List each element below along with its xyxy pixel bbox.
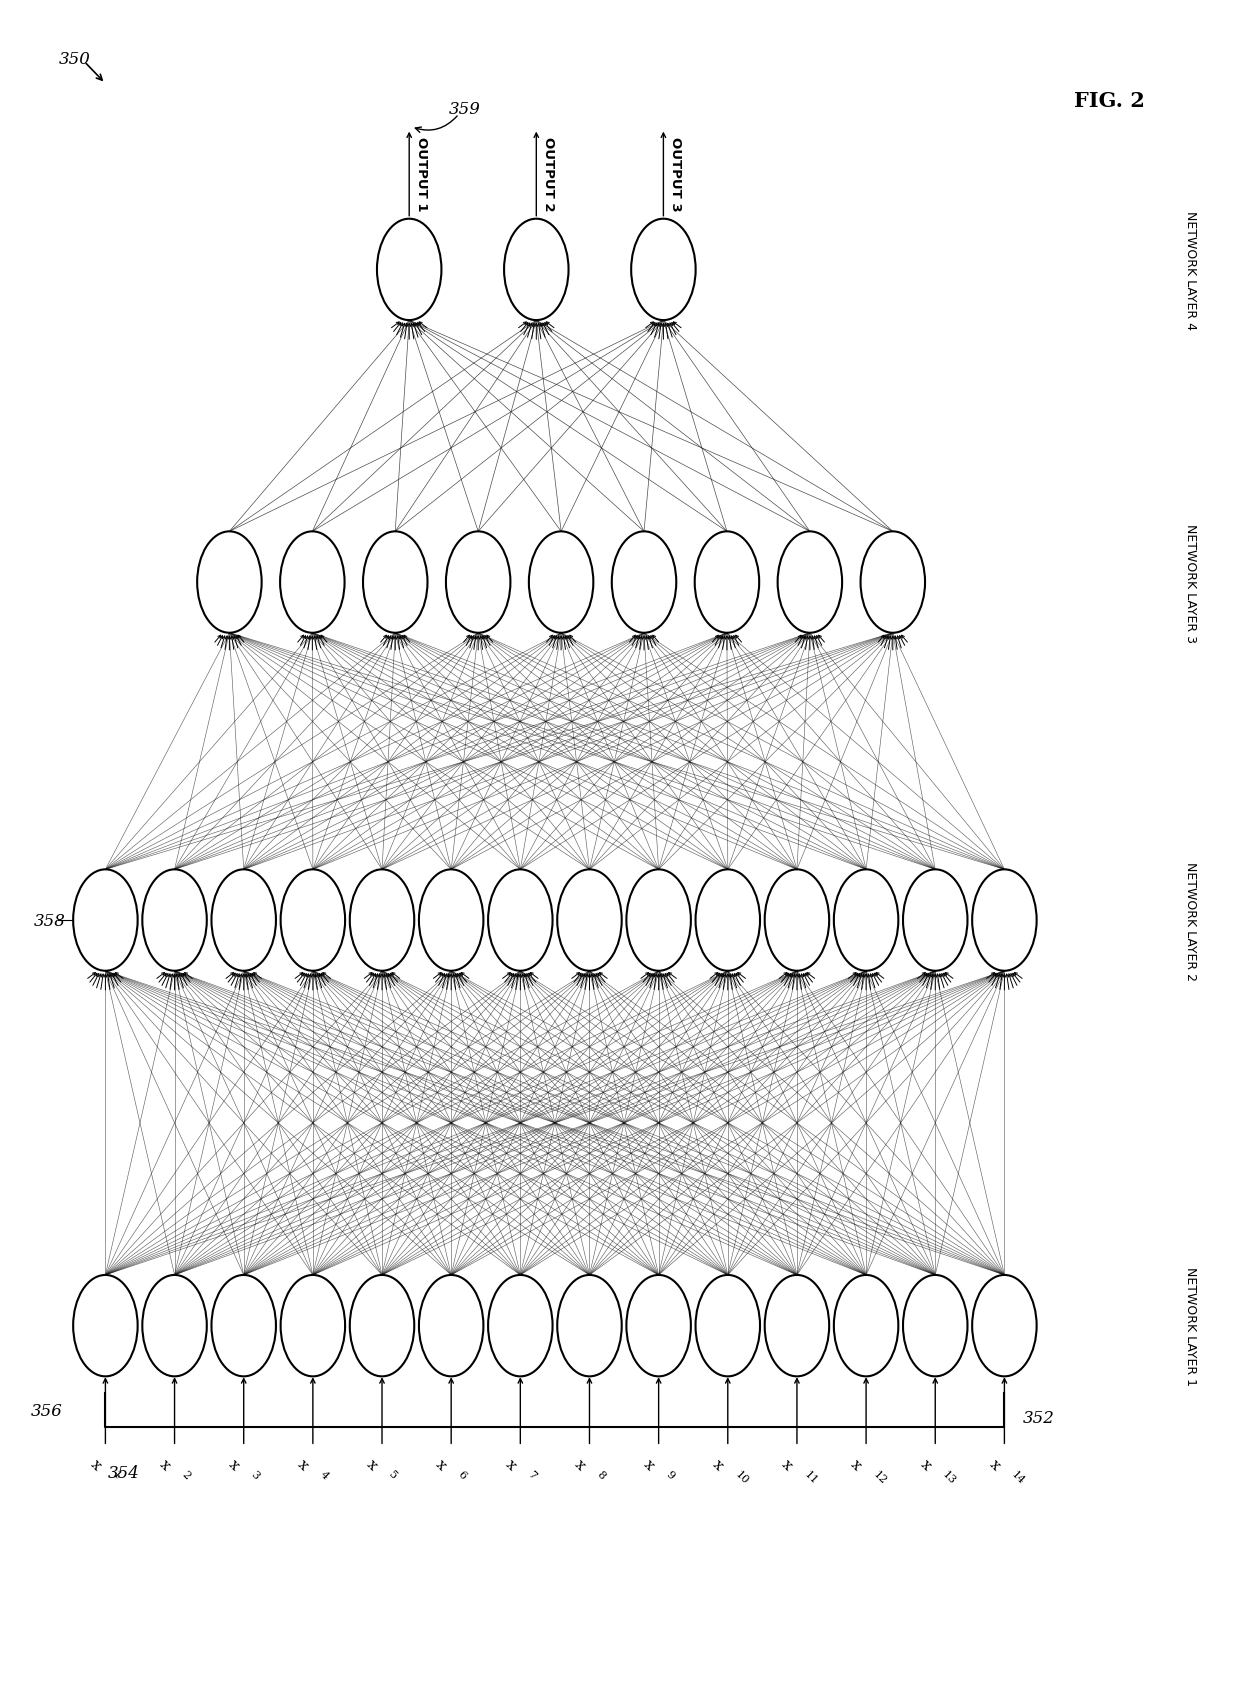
Text: 1: 1: [110, 1468, 123, 1481]
Text: x: x: [572, 1456, 588, 1473]
Text: x: x: [156, 1456, 172, 1473]
Ellipse shape: [280, 1275, 345, 1377]
Text: x: x: [918, 1456, 934, 1473]
Text: 359: 359: [449, 101, 481, 118]
Ellipse shape: [73, 1275, 138, 1377]
Ellipse shape: [419, 870, 484, 971]
Ellipse shape: [363, 532, 428, 633]
Ellipse shape: [489, 870, 553, 971]
Text: 14: 14: [1009, 1468, 1027, 1486]
Ellipse shape: [212, 870, 277, 971]
Ellipse shape: [777, 532, 842, 633]
Text: 9: 9: [663, 1468, 676, 1481]
Text: x: x: [709, 1456, 725, 1473]
Ellipse shape: [446, 532, 511, 633]
Ellipse shape: [197, 532, 262, 633]
Ellipse shape: [350, 1275, 414, 1377]
Ellipse shape: [557, 1275, 621, 1377]
Text: 6: 6: [456, 1468, 469, 1481]
Text: 10: 10: [733, 1468, 750, 1486]
Ellipse shape: [765, 870, 830, 971]
Ellipse shape: [419, 1275, 484, 1377]
Text: OUTPUT 3: OUTPUT 3: [670, 137, 682, 211]
Ellipse shape: [833, 1275, 898, 1377]
Ellipse shape: [765, 1275, 830, 1377]
Ellipse shape: [557, 870, 621, 971]
Text: x: x: [641, 1456, 657, 1473]
Text: 356: 356: [31, 1402, 63, 1419]
Text: x: x: [87, 1456, 103, 1473]
Ellipse shape: [280, 532, 345, 633]
Text: NETWORK LAYER 2: NETWORK LAYER 2: [1184, 861, 1197, 980]
Text: 2: 2: [180, 1468, 192, 1481]
Ellipse shape: [143, 1275, 207, 1377]
Text: FIG. 2: FIG. 2: [1074, 91, 1146, 111]
Text: 7: 7: [526, 1468, 537, 1481]
Ellipse shape: [528, 532, 593, 633]
Ellipse shape: [489, 1275, 553, 1377]
Text: NETWORK LAYER 1: NETWORK LAYER 1: [1184, 1267, 1197, 1385]
Text: 11: 11: [802, 1468, 820, 1486]
Ellipse shape: [377, 220, 441, 321]
Text: x: x: [502, 1456, 518, 1473]
Ellipse shape: [972, 1275, 1037, 1377]
Text: x: x: [986, 1456, 1002, 1473]
Text: 13: 13: [940, 1468, 957, 1486]
Ellipse shape: [212, 1275, 277, 1377]
Text: x: x: [779, 1456, 795, 1473]
Ellipse shape: [833, 870, 898, 971]
Text: 8: 8: [594, 1468, 606, 1481]
Ellipse shape: [350, 870, 414, 971]
Ellipse shape: [903, 870, 967, 971]
Ellipse shape: [631, 220, 696, 321]
Text: OUTPUT 1: OUTPUT 1: [415, 137, 428, 211]
Ellipse shape: [972, 870, 1037, 971]
Text: x: x: [295, 1456, 311, 1473]
Text: x: x: [433, 1456, 449, 1473]
Ellipse shape: [694, 532, 759, 633]
Ellipse shape: [626, 1275, 691, 1377]
Text: x: x: [365, 1456, 379, 1473]
Text: x: x: [848, 1456, 864, 1473]
Text: NETWORK LAYER 4: NETWORK LAYER 4: [1184, 211, 1197, 329]
Text: 350: 350: [58, 51, 91, 68]
Ellipse shape: [696, 1275, 760, 1377]
Text: 354: 354: [108, 1464, 140, 1481]
Text: 4: 4: [317, 1468, 330, 1481]
Text: OUTPUT 2: OUTPUT 2: [542, 137, 556, 211]
Ellipse shape: [861, 532, 925, 633]
Ellipse shape: [903, 1275, 967, 1377]
Text: x: x: [226, 1456, 242, 1473]
Ellipse shape: [143, 870, 207, 971]
Ellipse shape: [503, 220, 569, 321]
Ellipse shape: [626, 870, 691, 971]
FancyArrowPatch shape: [415, 117, 458, 133]
Text: 352: 352: [1023, 1409, 1054, 1426]
Text: 358: 358: [33, 912, 66, 929]
Text: 3: 3: [249, 1468, 260, 1481]
Text: 12: 12: [870, 1468, 888, 1486]
Ellipse shape: [611, 532, 676, 633]
Ellipse shape: [696, 870, 760, 971]
Ellipse shape: [73, 870, 138, 971]
Ellipse shape: [280, 870, 345, 971]
Text: NETWORK LAYER 3: NETWORK LAYER 3: [1184, 524, 1197, 642]
Text: 5: 5: [387, 1468, 399, 1481]
